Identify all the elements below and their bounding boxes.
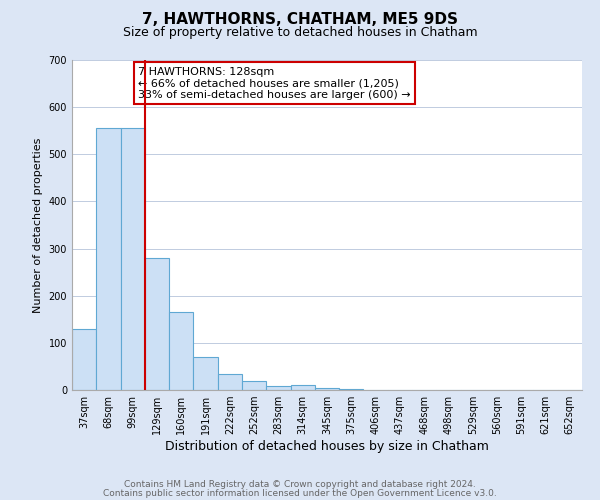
Bar <box>339 388 364 390</box>
Text: 7 HAWTHORNS: 128sqm
← 66% of detached houses are smaller (1,205)
33% of semi-det: 7 HAWTHORNS: 128sqm ← 66% of detached ho… <box>139 66 411 100</box>
Bar <box>266 386 290 390</box>
Text: Size of property relative to detached houses in Chatham: Size of property relative to detached ho… <box>122 26 478 39</box>
Y-axis label: Number of detached properties: Number of detached properties <box>33 138 43 312</box>
Text: 7, HAWTHORNS, CHATHAM, ME5 9DS: 7, HAWTHORNS, CHATHAM, ME5 9DS <box>142 12 458 28</box>
Bar <box>315 388 339 390</box>
Bar <box>290 386 315 390</box>
Bar <box>169 312 193 390</box>
Bar <box>72 328 96 390</box>
Bar <box>218 374 242 390</box>
Bar <box>96 128 121 390</box>
X-axis label: Distribution of detached houses by size in Chatham: Distribution of detached houses by size … <box>165 440 489 453</box>
Text: Contains HM Land Registry data © Crown copyright and database right 2024.: Contains HM Land Registry data © Crown c… <box>124 480 476 489</box>
Bar <box>242 380 266 390</box>
Text: Contains public sector information licensed under the Open Government Licence v3: Contains public sector information licen… <box>103 488 497 498</box>
Bar <box>145 258 169 390</box>
Bar <box>121 128 145 390</box>
Bar <box>193 357 218 390</box>
